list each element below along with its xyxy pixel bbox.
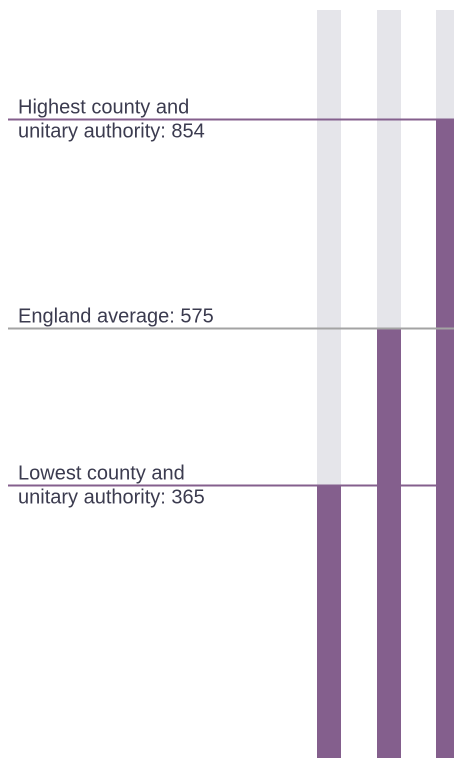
reference-label-highest-0: Highest county and <box>18 97 189 119</box>
bars <box>317 119 454 758</box>
bar-0 <box>317 484 341 758</box>
bar-1 <box>377 327 401 758</box>
reference-label-lowest-0: Lowest county and <box>18 463 185 485</box>
reference-label-average-0: England average: 575 <box>18 306 214 328</box>
reference-label-lowest-1: unitary authority: 365 <box>18 487 205 509</box>
bar-2 <box>436 119 454 758</box>
reference-label-highest-1: unitary authority: 854 <box>18 121 205 143</box>
